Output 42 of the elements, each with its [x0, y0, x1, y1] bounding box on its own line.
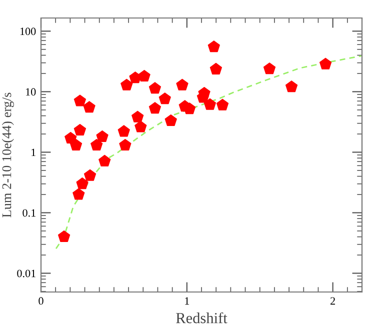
y-tick-label: 100 — [20, 28, 36, 36]
point — [204, 98, 216, 110]
point — [90, 138, 103, 151]
point — [148, 82, 162, 94]
point — [208, 40, 220, 52]
point — [58, 230, 70, 242]
point — [216, 98, 229, 110]
point — [118, 125, 130, 137]
point — [74, 94, 86, 106]
point — [132, 110, 144, 122]
point — [83, 101, 96, 113]
point — [210, 62, 222, 74]
point — [138, 70, 150, 82]
x-axis-title: Redshift — [176, 312, 228, 324]
point — [263, 62, 276, 74]
point — [183, 102, 196, 114]
point — [72, 188, 85, 200]
point — [148, 102, 162, 114]
point — [96, 130, 108, 142]
point — [76, 177, 88, 190]
point — [98, 154, 111, 166]
y-tick-label: 10 — [26, 88, 36, 96]
line-series — [55, 55, 362, 250]
y-tick-label: 0.01 — [17, 270, 36, 278]
x-tick-label: 1 — [185, 297, 190, 305]
point — [84, 169, 96, 181]
point — [285, 80, 298, 92]
point — [158, 92, 171, 104]
x-tick-label: 2 — [330, 297, 335, 305]
point — [164, 114, 177, 126]
y-axis-title: Lum 2-10 10e(44) erg/s — [2, 92, 14, 218]
point — [129, 72, 142, 84]
y-tick-label: 1 — [32, 148, 36, 156]
x-tick-label: 0 — [38, 297, 44, 305]
y-tick-label: 0.1 — [22, 209, 36, 217]
point — [134, 120, 147, 132]
point — [119, 138, 132, 151]
point — [120, 78, 133, 90]
point — [319, 58, 332, 70]
point — [70, 138, 82, 151]
point — [176, 78, 188, 90]
point — [74, 124, 86, 136]
